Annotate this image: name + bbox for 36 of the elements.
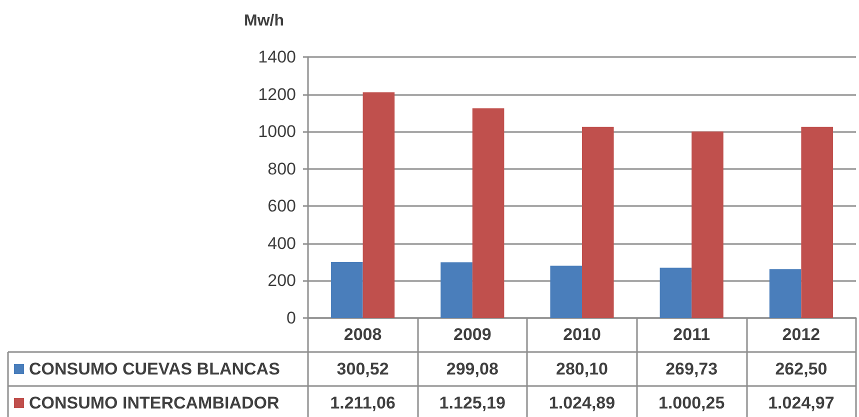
bar bbox=[692, 132, 724, 318]
y-tick-label: 1400 bbox=[258, 48, 296, 66]
x-tick-label: 2011 bbox=[673, 325, 710, 344]
y-tick-label: 600 bbox=[268, 196, 296, 216]
y-tick-label: 200 bbox=[268, 271, 296, 290]
bar bbox=[769, 269, 802, 318]
data-label: 1.211,06 bbox=[330, 394, 396, 412]
bar bbox=[660, 268, 692, 318]
bar bbox=[550, 266, 582, 318]
x-tick-label: 2012 bbox=[782, 325, 820, 344]
y-tick-label: 1200 bbox=[258, 84, 296, 104]
bar bbox=[582, 126, 614, 318]
legend-label: CONSUMO CUEVAS BLANCAS bbox=[29, 360, 280, 378]
y-tick-label: 1000 bbox=[258, 122, 296, 142]
bar bbox=[472, 108, 504, 318]
x-tick-label: 2008 bbox=[344, 325, 382, 344]
bar bbox=[331, 262, 363, 318]
y-tick-label: 400 bbox=[268, 234, 296, 253]
legend-label: CONSUMO INTERCAMBIADOR bbox=[29, 394, 280, 412]
y-tick-label: 800 bbox=[268, 159, 296, 178]
x-tick-label: 2010 bbox=[563, 325, 601, 344]
bar bbox=[801, 126, 833, 318]
data-label: 280,10 bbox=[556, 360, 608, 378]
bar bbox=[362, 92, 395, 318]
data-label: 269,73 bbox=[666, 360, 718, 378]
y-tick-label: 0 bbox=[286, 308, 296, 328]
bar bbox=[440, 262, 472, 318]
data-label: 1.024,97 bbox=[768, 394, 834, 412]
y-axis-title: Mw/h bbox=[244, 12, 284, 30]
data-label: 1.125,19 bbox=[439, 394, 506, 412]
data-label: 1.024,89 bbox=[548, 394, 616, 412]
x-tick-label: 2009 bbox=[453, 325, 492, 344]
data-label: 300,52 bbox=[336, 360, 389, 378]
data-label: 262,50 bbox=[775, 360, 828, 378]
data-label: 1.000,25 bbox=[658, 394, 725, 412]
data-label: 299,08 bbox=[446, 360, 498, 378]
